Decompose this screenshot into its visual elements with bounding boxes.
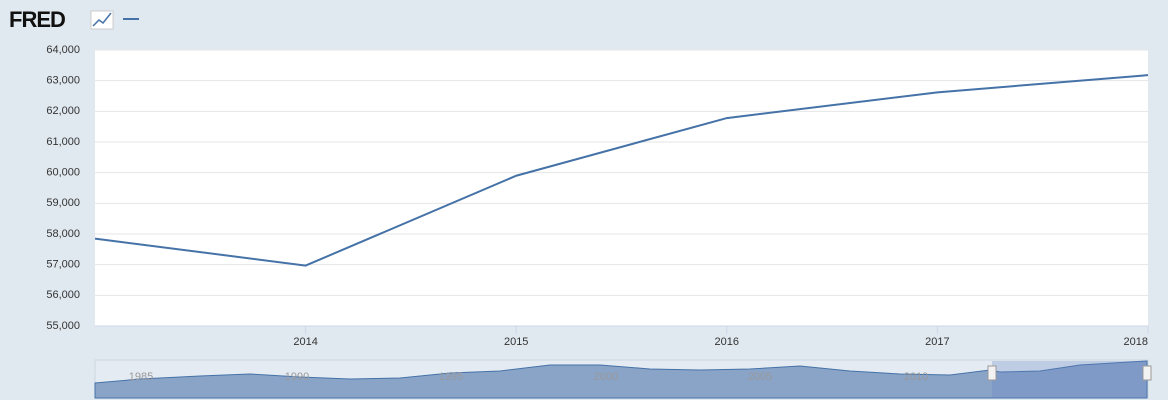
x-tick-label: 2014 [293, 336, 317, 348]
y-tick-label: 55,000 [46, 320, 80, 332]
navigator-label: 1990 [285, 371, 309, 383]
y-tick-label: 63,000 [46, 75, 80, 87]
x-tick-label: 2018 [1124, 336, 1148, 348]
y-tick-label: 59,000 [46, 197, 80, 209]
y-tick-label: 58,000 [46, 228, 80, 240]
logo: FRED [9, 7, 65, 32]
x-tick-label: 2015 [504, 336, 528, 348]
y-tick-label: 57,000 [46, 259, 80, 271]
plot-area [95, 50, 1148, 326]
y-tick-label: 61,000 [46, 136, 80, 148]
series-line [94, 74, 1149, 267]
y-tick-label: 60,000 [46, 167, 80, 179]
navigator [94, 359, 1152, 399]
navigator-label: 2010 [904, 371, 928, 383]
navigator-label: 2000 [594, 371, 618, 383]
navigator-label: 2005 [748, 371, 772, 383]
logo-icon [90, 10, 114, 30]
x-tick-label: 2017 [925, 336, 949, 348]
y-tick-label: 62,000 [46, 105, 80, 117]
navigator-label: 1995 [439, 371, 463, 383]
navigator-label: 1985 [129, 371, 153, 383]
y-tick-label: 64,000 [46, 44, 80, 56]
y-tick-label: 56,000 [46, 289, 80, 301]
x-tick-label: 2016 [715, 336, 739, 348]
